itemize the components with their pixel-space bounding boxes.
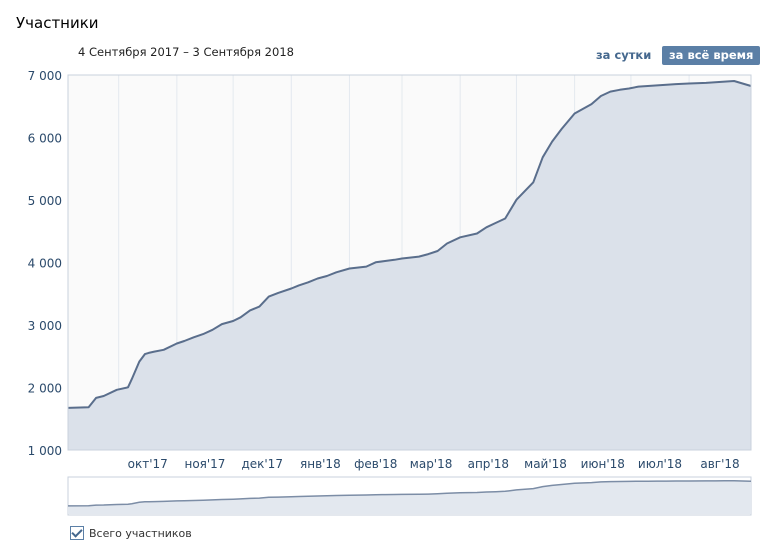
- x-tick-label: ноя'17: [184, 457, 225, 471]
- y-tick-label: 1 000: [28, 444, 62, 458]
- range-navigator: [67, 480, 752, 514]
- x-tick-label: май'18: [524, 457, 567, 471]
- period-all-time-button[interactable]: за всё время: [662, 46, 761, 65]
- plot-border: [67, 74, 752, 451]
- x-tick-label: янв'18: [300, 457, 341, 471]
- x-tick-label: авг'18: [700, 457, 739, 471]
- y-tick-label: 2 000: [28, 382, 62, 396]
- y-axis: 1 000 2 000 3 000 4 000 5 000 6 000 7 000: [28, 69, 62, 458]
- x-tick-label: дек'17: [241, 457, 283, 471]
- plot-area: [67, 80, 752, 450]
- x-tick-label: апр'18: [468, 457, 509, 471]
- x-tick-label: июн'18: [581, 457, 625, 471]
- y-tick-label: 6 000: [28, 132, 62, 146]
- navigator-area: [68, 480, 751, 514]
- x-axis: окт'17 ноя'17 дек'17 янв'18 фев'18 мар'18 апр'…: [128, 457, 740, 471]
- date-range[interactable]: 4 Сентября 2017 – 3 Сентября 2018: [78, 45, 294, 59]
- x-tick-label: июл'18: [638, 457, 682, 471]
- legend[interactable]: Всего участников: [70, 526, 192, 540]
- y-tick-label: 4 000: [28, 257, 62, 271]
- y-tick-label: 5 000: [28, 194, 62, 208]
- y-tick-label: 3 000: [28, 319, 62, 333]
- x-tick-label: мар'18: [410, 457, 453, 471]
- series-area: [68, 81, 751, 450]
- period-day-button[interactable]: за сутки: [596, 48, 652, 62]
- x-tick-label: окт'17: [128, 457, 168, 471]
- navigator-line: [67, 480, 752, 507]
- y-tick-label: 7 000: [28, 69, 62, 83]
- x-tick-label: фев'18: [354, 457, 397, 471]
- series-line[interactable]: [67, 80, 752, 409]
- legend-label: Всего участников: [89, 527, 192, 540]
- page-title: Участники: [16, 14, 99, 32]
- legend-checkbox[interactable]: [70, 526, 84, 540]
